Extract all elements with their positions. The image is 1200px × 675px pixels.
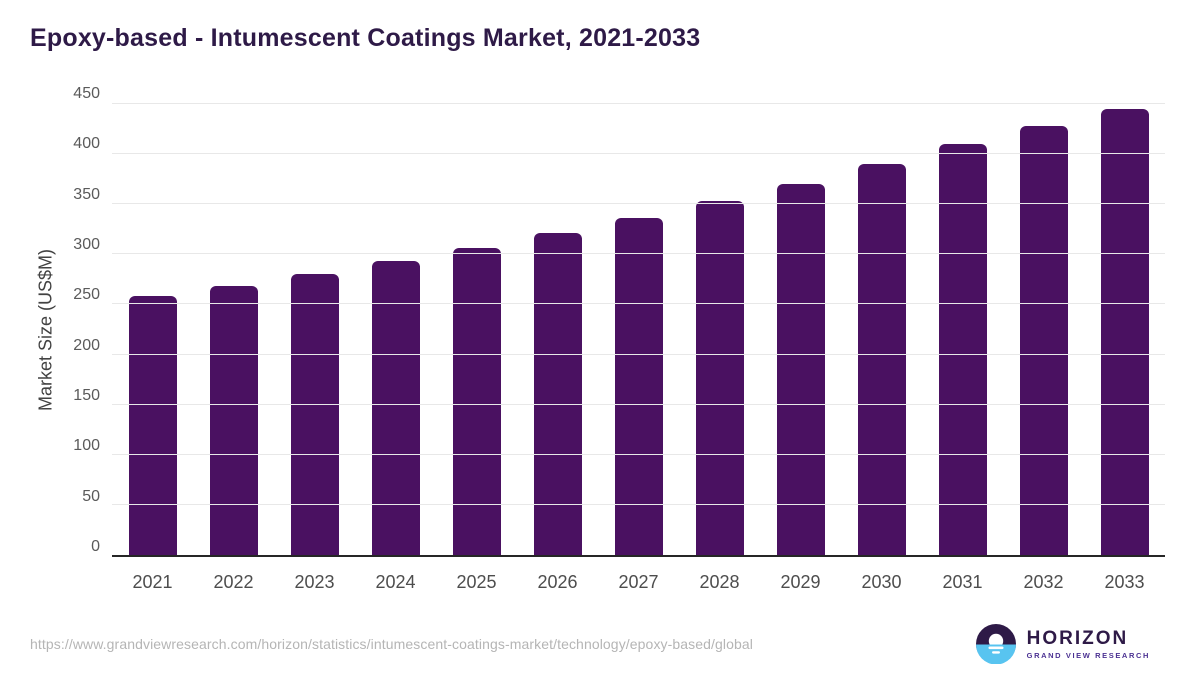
y-tick-label: 450 bbox=[73, 85, 100, 102]
bar-2021[interactable] bbox=[128, 296, 177, 555]
x-axis-label-2022: 2022 bbox=[213, 572, 254, 592]
bar-2033[interactable] bbox=[1100, 109, 1149, 555]
gridline bbox=[112, 153, 1165, 155]
y-axis-ticks: 0 50 100 150 200 250 300 350 400 450 bbox=[0, 85, 100, 557]
chart-title: Epoxy-based - Intumescent Coatings Marke… bbox=[30, 24, 701, 52]
footer: https://www.grandviewresearch.com/horizo… bbox=[0, 613, 1200, 675]
bar-2032[interactable] bbox=[1019, 126, 1068, 555]
x-axis-label-2024: 2024 bbox=[375, 572, 416, 592]
bar-group-2029: 2029 bbox=[760, 104, 841, 592]
y-tick-label: 400 bbox=[73, 135, 100, 153]
bar-2022[interactable] bbox=[209, 286, 258, 555]
logo-name: HORIZON bbox=[1026, 627, 1129, 649]
bar-series: 2021 2022 2023 2024 2025 2026 2027 2028 2029 2030… bbox=[112, 104, 1165, 592]
bar-2031[interactable] bbox=[938, 144, 987, 555]
x-axis-label-2023: 2023 bbox=[294, 572, 335, 592]
y-tick-label: 50 bbox=[82, 487, 100, 505]
y-tick-label: 0 bbox=[91, 538, 100, 555]
gridline bbox=[112, 403, 1165, 405]
y-tick-label: 300 bbox=[73, 236, 100, 254]
bar-group-2025: 2025 bbox=[436, 104, 517, 592]
gridline bbox=[112, 203, 1165, 205]
bar-group-2033: 2033 bbox=[1084, 104, 1165, 592]
gridline bbox=[112, 503, 1165, 505]
x-axis-label-2026: 2026 bbox=[537, 572, 578, 592]
bar-group-2028: 2028 bbox=[679, 104, 760, 592]
bar-2027[interactable] bbox=[614, 218, 663, 555]
bar-group-2027: 2027 bbox=[598, 104, 679, 592]
bar-group-2024: 2024 bbox=[355, 104, 436, 592]
y-tick-label: 200 bbox=[73, 336, 100, 354]
gridline bbox=[112, 253, 1165, 255]
gridline bbox=[112, 453, 1165, 455]
bar-group-2032: 2032 bbox=[1003, 104, 1084, 592]
gridline bbox=[112, 103, 1165, 104]
x-axis-label-2030: 2030 bbox=[861, 572, 902, 592]
x-axis-label-2025: 2025 bbox=[456, 572, 497, 592]
x-axis-label-2033: 2033 bbox=[1104, 572, 1145, 592]
bar-2023[interactable] bbox=[290, 274, 339, 555]
bar-2028[interactable] bbox=[695, 201, 744, 555]
x-axis-label-2029: 2029 bbox=[780, 572, 821, 592]
gridline bbox=[112, 353, 1165, 355]
x-axis-label-2032: 2032 bbox=[1023, 572, 1064, 592]
bar-group-2026: 2026 bbox=[517, 104, 598, 592]
x-axis-label-2021: 2021 bbox=[132, 572, 173, 592]
bar-group-2031: 2031 bbox=[922, 104, 1003, 592]
bar-group-2030: 2030 bbox=[841, 104, 922, 592]
gridline bbox=[112, 303, 1165, 305]
y-tick-label: 150 bbox=[73, 387, 100, 405]
logo-subtitle: GRAND VIEW RESEARCH bbox=[1026, 650, 1150, 660]
plot-area: 2021 2022 2023 2024 2025 2026 2027 2028 2029 2030… bbox=[112, 103, 1165, 592]
bar-group-2023: 2023 bbox=[274, 104, 355, 592]
y-tick-label: 350 bbox=[73, 185, 100, 203]
bar-2029[interactable] bbox=[776, 184, 825, 555]
bar-group-2021: 2021 bbox=[112, 104, 193, 592]
bar-2024[interactable] bbox=[371, 261, 420, 555]
bar-2030[interactable] bbox=[857, 164, 906, 555]
horizon-logo: HORIZON GRAND VIEW RESEARCH bbox=[975, 624, 1150, 664]
bar-group-2022: 2022 bbox=[193, 104, 274, 592]
x-axis-label-2028: 2028 bbox=[699, 572, 740, 592]
y-tick-label: 100 bbox=[73, 437, 100, 455]
y-tick-label: 250 bbox=[73, 286, 100, 304]
x-axis-label-2027: 2027 bbox=[618, 572, 659, 592]
x-axis-label-2031: 2031 bbox=[942, 572, 983, 592]
source-url: https://www.grandviewresearch.com/horizo… bbox=[30, 636, 754, 652]
bar-2026[interactable] bbox=[533, 233, 582, 555]
logo-text: HORIZON GRAND VIEW RESEARCH bbox=[1027, 629, 1150, 660]
horizon-sun-circle-icon bbox=[975, 624, 1016, 664]
bar-2025[interactable] bbox=[452, 248, 501, 555]
